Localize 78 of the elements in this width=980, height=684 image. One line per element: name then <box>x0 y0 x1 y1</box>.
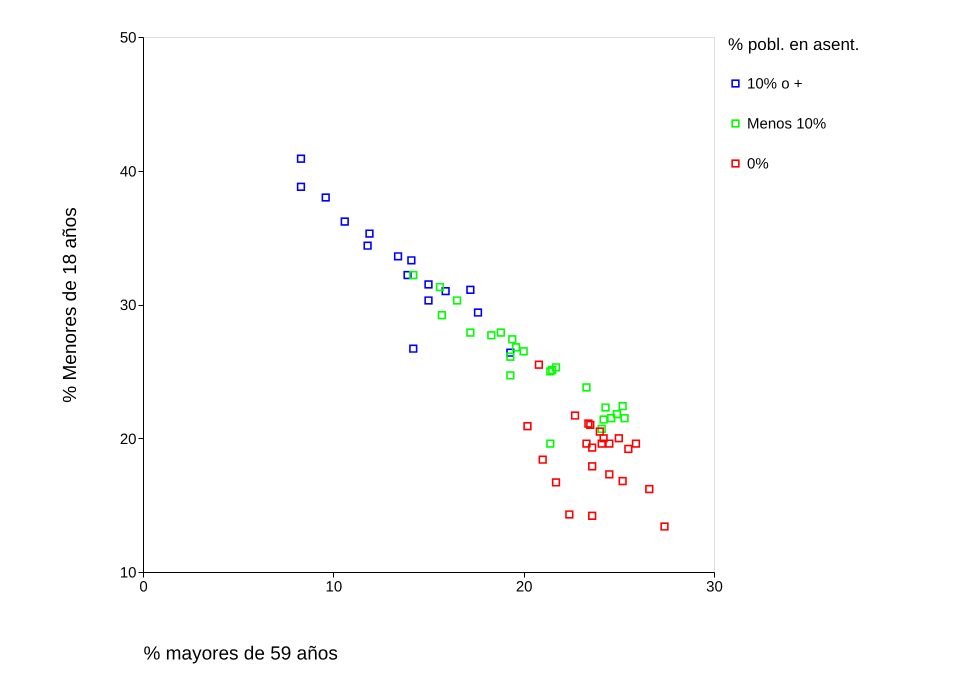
point <box>506 352 514 361</box>
point <box>588 443 596 452</box>
y-tick-label: 30 <box>120 297 136 314</box>
point <box>596 427 604 436</box>
point <box>546 367 554 376</box>
point <box>506 348 514 357</box>
point <box>322 193 330 202</box>
point <box>632 439 640 448</box>
point <box>618 402 627 410</box>
x-tick-label: 20 <box>516 578 533 596</box>
point <box>660 522 669 531</box>
point <box>548 366 556 374</box>
point <box>506 371 514 380</box>
point <box>466 328 475 337</box>
point <box>588 462 596 470</box>
point <box>496 328 505 337</box>
y-axis-title: % Menores de 18 años <box>60 207 81 403</box>
point <box>614 434 623 442</box>
y-tick-label: 20 <box>120 430 136 448</box>
y-tick-label: 40 <box>120 163 136 180</box>
point <box>409 344 418 353</box>
point <box>538 455 547 464</box>
point <box>363 241 372 250</box>
point <box>546 439 554 448</box>
x-tick-label: 10 <box>325 578 342 596</box>
point <box>552 363 560 372</box>
y-tick-label: 10 <box>120 564 136 582</box>
y-tick-label: 50 <box>120 30 136 46</box>
point <box>340 217 349 226</box>
point <box>365 229 374 238</box>
point <box>598 424 606 434</box>
point <box>424 296 433 305</box>
point <box>624 444 633 454</box>
point <box>586 420 594 430</box>
point <box>588 512 596 520</box>
point <box>607 414 616 422</box>
point <box>598 439 606 448</box>
legend-label: 10% o + <box>747 76 803 92</box>
point <box>584 419 593 428</box>
point <box>565 510 574 519</box>
point <box>534 360 544 369</box>
point <box>599 415 608 424</box>
point <box>409 270 418 280</box>
point <box>436 282 444 292</box>
legend-title: % pobl. en asent. <box>728 35 860 54</box>
point <box>599 434 608 442</box>
point <box>438 311 446 320</box>
point <box>508 335 516 344</box>
point <box>441 286 450 296</box>
point <box>601 403 610 412</box>
point <box>512 343 520 352</box>
point <box>523 422 532 430</box>
point <box>394 252 402 261</box>
point <box>296 154 306 163</box>
legend-label: 0% <box>747 156 769 172</box>
point <box>570 411 580 420</box>
x-tick-label: 0 <box>139 578 148 596</box>
x-axis-title: % mayores de 59 años <box>144 644 338 664</box>
point <box>520 347 528 356</box>
point <box>296 182 306 191</box>
point <box>424 280 433 289</box>
point <box>474 308 482 317</box>
point <box>582 383 591 392</box>
point <box>612 410 622 418</box>
point <box>618 476 627 486</box>
point <box>403 270 412 280</box>
point <box>466 286 475 294</box>
point <box>407 256 416 265</box>
point <box>605 439 614 448</box>
point <box>582 439 591 448</box>
point <box>452 296 462 305</box>
point <box>552 478 560 487</box>
point <box>605 470 614 479</box>
x-tick-label: 30 <box>706 578 723 596</box>
point <box>487 331 496 340</box>
legend-label: Menos 10% <box>747 116 826 132</box>
point <box>645 484 654 494</box>
point <box>620 414 629 422</box>
